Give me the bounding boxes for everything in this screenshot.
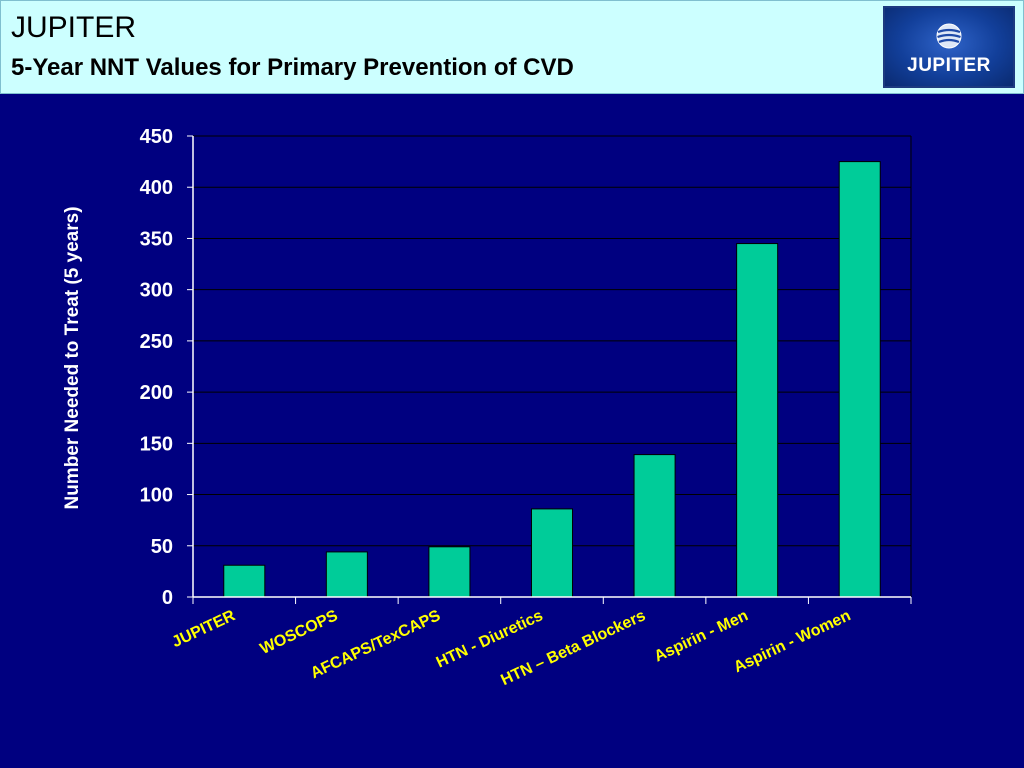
bar	[428, 546, 471, 598]
bar-chart: 0 50 100 150 200 250 300 350 400 450 JUPITER WOSCO…	[62, 126, 912, 689]
x-tick-label: JUPITER	[170, 607, 239, 651]
bar	[838, 161, 881, 598]
bars	[223, 161, 881, 598]
y-tick-label: 400	[140, 177, 173, 199]
bar	[325, 551, 368, 598]
y-tick-label: 300	[140, 280, 173, 302]
y-tick-label: 450	[140, 126, 173, 148]
globe-icon	[936, 23, 962, 49]
bar	[633, 454, 676, 598]
logo-text: JUPITER	[907, 55, 991, 76]
grid-lines	[193, 135, 912, 597]
x-tick-label: Aspirin - Men	[652, 607, 751, 665]
bar	[530, 508, 574, 598]
y-tick-label: 200	[140, 382, 173, 404]
slide-header: JUPITER 5-Year NNT Values for Primary Pr…	[0, 0, 1024, 94]
y-tick-label: 350	[140, 228, 173, 250]
slide-title: JUPITER	[11, 11, 137, 44]
x-tick-label: WOSCOPS	[258, 607, 341, 658]
y-tick-label: 100	[140, 485, 173, 507]
y-tick-label: 150	[140, 433, 173, 455]
y-tick-label: 50	[151, 536, 173, 558]
slide-subtitle: 5-Year NNT Values for Primary Prevention…	[11, 54, 574, 81]
y-axis-label: Number Needed to Treat (5 years)	[62, 206, 83, 509]
y-tick-label: 250	[140, 331, 173, 353]
bar	[223, 564, 266, 598]
bar	[736, 243, 779, 598]
axes	[187, 135, 912, 604]
x-tick-label: Aspirin - Women	[731, 607, 853, 676]
jupiter-logo: JUPITER	[883, 6, 1015, 88]
y-tick-label: 0	[162, 587, 173, 609]
y-tick-labels: 0 50 100 150 200 250 300 350 400 450	[140, 126, 173, 609]
